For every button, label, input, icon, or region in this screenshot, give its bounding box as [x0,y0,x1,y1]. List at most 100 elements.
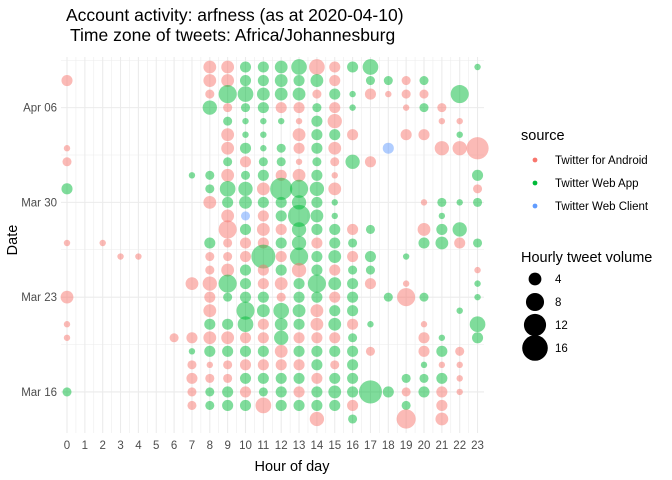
data-point [418,386,430,398]
data-point [474,293,481,301]
data-point [438,334,446,341]
data-point [329,129,341,141]
data-point [311,237,323,249]
data-point [289,247,309,266]
data-point [257,196,269,208]
data-point [258,157,268,167]
data-point [260,131,267,138]
data-point [63,321,71,328]
data-point [364,88,376,100]
data-point [275,102,287,114]
data-point [293,291,305,303]
data-point [329,305,341,317]
data-point [293,359,305,371]
data-point [456,388,463,396]
data-point [204,237,216,249]
data-point [239,386,252,398]
data-point [204,318,216,330]
data-point [473,184,483,194]
data-point [383,292,393,302]
data-point [257,332,269,344]
data-point [311,129,323,141]
x-tick-label: 4 [135,440,142,452]
data-point [348,265,358,275]
data-point [63,334,71,341]
data-point [239,61,252,73]
data-point [274,74,288,87]
data-point [260,145,267,152]
data-point [223,103,233,113]
data-point [434,141,450,156]
data-point [311,372,323,384]
data-point [382,142,394,154]
legend-source-label: Twitter Web App [555,178,639,190]
data-point [419,373,429,383]
data-point [242,131,249,138]
data-point [221,74,235,87]
data-point [474,280,481,287]
legend-volume-label: 8 [555,297,561,309]
legend-volume-title: Hourly tweet volume [521,250,652,266]
data-point [275,237,287,249]
x-axis-ticks: 0 1 2 3 4 5 6 7 8 9 10 11 12 13 14 15 16 17 18 19 20 21 22 23 [64,440,484,452]
data-point [329,223,341,236]
data-point [472,332,484,344]
data-point [293,102,305,114]
data-point [289,179,309,198]
data-point [349,90,356,98]
data-point [418,345,430,357]
data-point [203,331,217,345]
data-point [221,60,235,74]
data-point [273,302,290,319]
data-point [419,89,429,99]
x-tick-label: 0 [64,440,70,452]
data-point [257,61,269,73]
data-point [438,361,446,369]
data-point [328,385,342,399]
data-point [473,238,483,248]
data-point [385,90,392,98]
data-point [420,321,428,328]
data-point [466,137,489,160]
data-point [251,244,276,269]
data-point [205,89,215,99]
data-point [396,409,416,429]
data-point [292,168,306,182]
data-point [203,74,217,87]
data-point [275,372,287,384]
data-point [257,345,269,357]
x-tick-label: 8 [207,440,213,452]
data-point [469,316,486,333]
data-point [256,87,270,101]
legend-source-key [532,157,538,163]
data-point [327,113,342,129]
data-point [452,222,467,237]
data-point [293,318,305,330]
data-point [436,345,448,357]
data-point [328,141,342,155]
legend-source-title: source [521,128,565,144]
data-point [205,265,215,275]
data-point [63,145,71,152]
data-point [223,157,233,167]
data-point [291,222,307,237]
x-tick-label: 18 [382,440,395,452]
data-point [117,253,124,260]
data-point [218,220,237,239]
x-tick-label: 20 [418,440,431,452]
data-point [223,252,233,262]
data-point [293,345,305,357]
data-point [311,264,323,276]
data-point [452,141,467,156]
data-point [135,253,142,260]
y-axis-title: Date [5,225,21,256]
data-point [330,360,340,370]
data-point [456,199,463,206]
data-point [329,372,341,384]
data-point [329,332,341,344]
data-point [274,330,289,345]
data-point [257,264,269,276]
x-tick-label: 12 [275,440,288,452]
data-point [239,291,252,303]
data-point [309,411,325,427]
